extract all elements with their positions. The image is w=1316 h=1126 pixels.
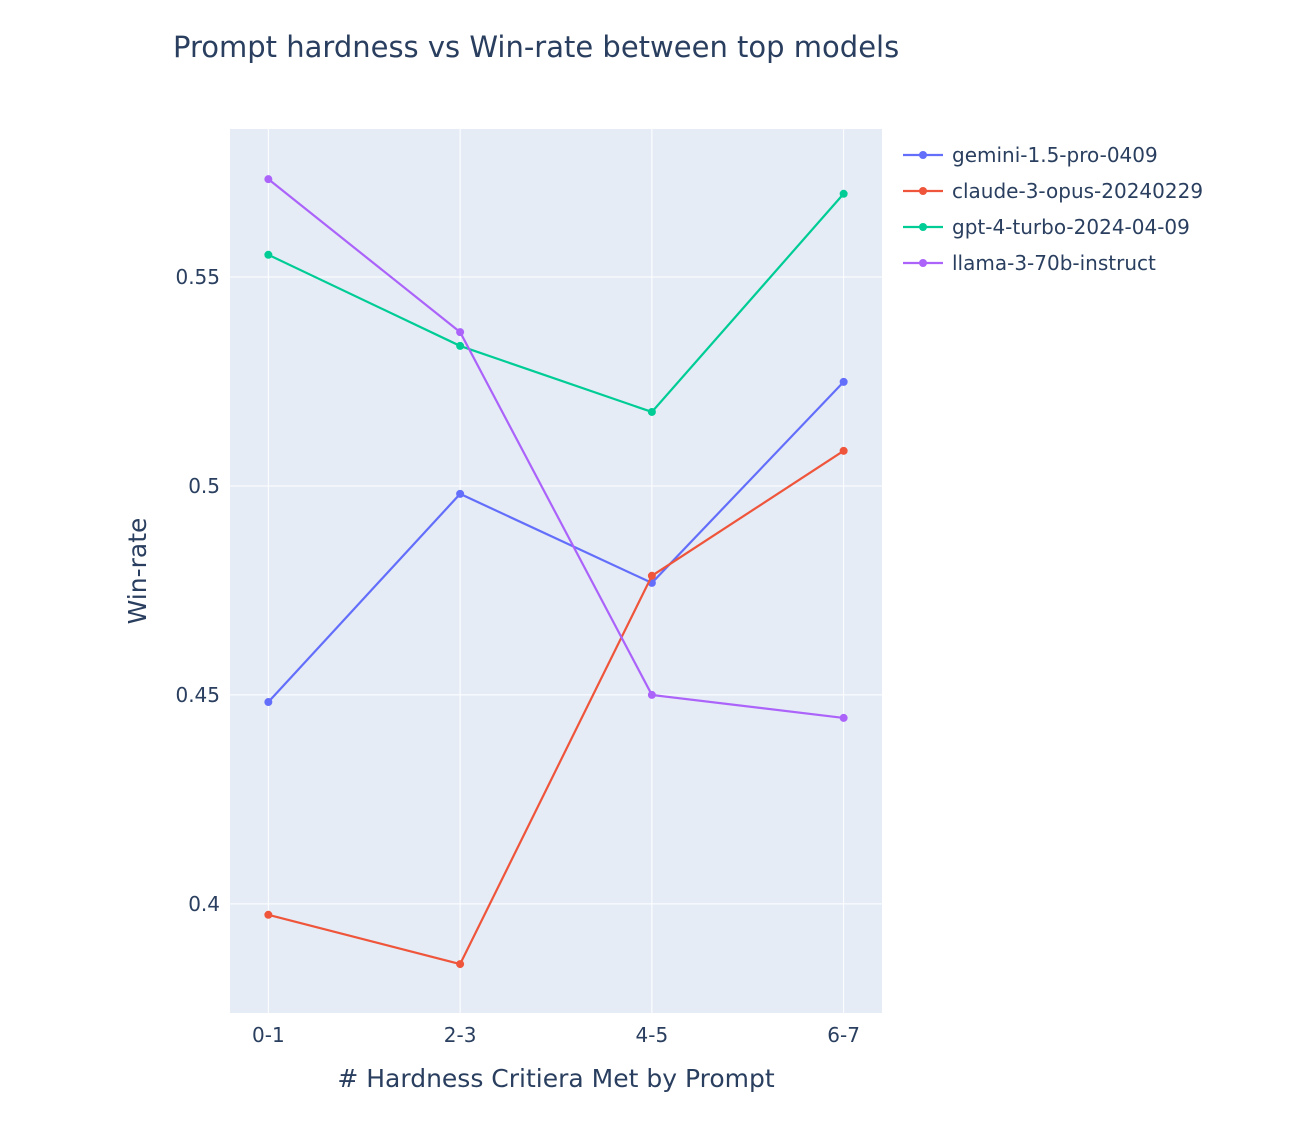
chart-title: Prompt hardness vs Win-rate between top … — [173, 30, 899, 64]
data-point[interactable] — [839, 189, 848, 198]
legend-label: gpt-4-turbo-2024-04-09 — [952, 215, 1190, 239]
data-point[interactable] — [264, 250, 273, 259]
legend: gemini-1.5-pro-0409 claude-3-opus-2024022… — [903, 143, 1203, 275]
legend-item[interactable]: claude-3-opus-20240229 — [903, 179, 1203, 203]
y-tick-label: 0.4 — [188, 892, 220, 916]
plot-area — [230, 129, 882, 1013]
y-tick-label: 0.5 — [188, 474, 220, 498]
series-line — [267, 178, 844, 720]
data-point[interactable] — [839, 446, 848, 455]
x-axis-label: # Hardness Critiera Met by Prompt — [337, 1064, 774, 1093]
data-point[interactable] — [647, 407, 656, 416]
data-point[interactable] — [839, 377, 848, 386]
series-llama-3-70b-instruct — [264, 175, 848, 722]
legend-label: gemini-1.5-pro-0409 — [952, 143, 1158, 167]
legend-marker — [919, 187, 927, 195]
x-tick-label: 6-7 — [827, 1023, 860, 1047]
legend-item[interactable]: gpt-4-turbo-2024-04-09 — [903, 215, 1190, 239]
series-line — [268, 449, 845, 966]
series-claude-3-opus-20240229 — [264, 446, 848, 969]
legend-item[interactable]: llama-3-70b-instruct — [903, 251, 1156, 275]
y-tick-label: 0.55 — [175, 265, 220, 289]
series-gemini-1.5-pro-0409 — [264, 377, 848, 707]
data-point[interactable] — [456, 960, 465, 969]
legend-label: llama-3-70b-instruct — [952, 251, 1156, 275]
legend-label: claude-3-opus-20240229 — [952, 179, 1203, 203]
y-tick-label: 0.45 — [175, 683, 220, 707]
data-point[interactable] — [456, 328, 465, 337]
data-point[interactable] — [264, 698, 273, 707]
series-gpt-4-turbo-2024-04-09 — [264, 189, 848, 416]
series-line — [267, 381, 845, 703]
y-axis-label: Win-rate — [123, 518, 152, 625]
data-point[interactable] — [264, 910, 273, 919]
data-point[interactable] — [264, 175, 273, 184]
x-tick-label: 4-5 — [636, 1023, 669, 1047]
legend-item[interactable]: gemini-1.5-pro-0409 — [903, 143, 1158, 167]
data-point[interactable] — [456, 489, 465, 498]
data-point[interactable] — [456, 341, 465, 350]
legend-marker — [919, 151, 927, 159]
legend-marker — [919, 259, 927, 267]
legend-marker — [919, 223, 927, 231]
x-tick-labels: 0-1 2-3 4-5 6-7 — [252, 1023, 860, 1047]
data-point[interactable] — [839, 713, 848, 722]
gridlines — [230, 129, 882, 1013]
x-tick-label: 2-3 — [444, 1023, 477, 1047]
x-tick-label: 0-1 — [252, 1023, 285, 1047]
y-tick-labels: 0.4 0.45 0.5 0.55 — [175, 265, 220, 916]
data-point[interactable] — [647, 690, 656, 699]
series-layer — [264, 175, 848, 969]
series-line — [267, 193, 845, 414]
data-point[interactable] — [647, 571, 656, 580]
